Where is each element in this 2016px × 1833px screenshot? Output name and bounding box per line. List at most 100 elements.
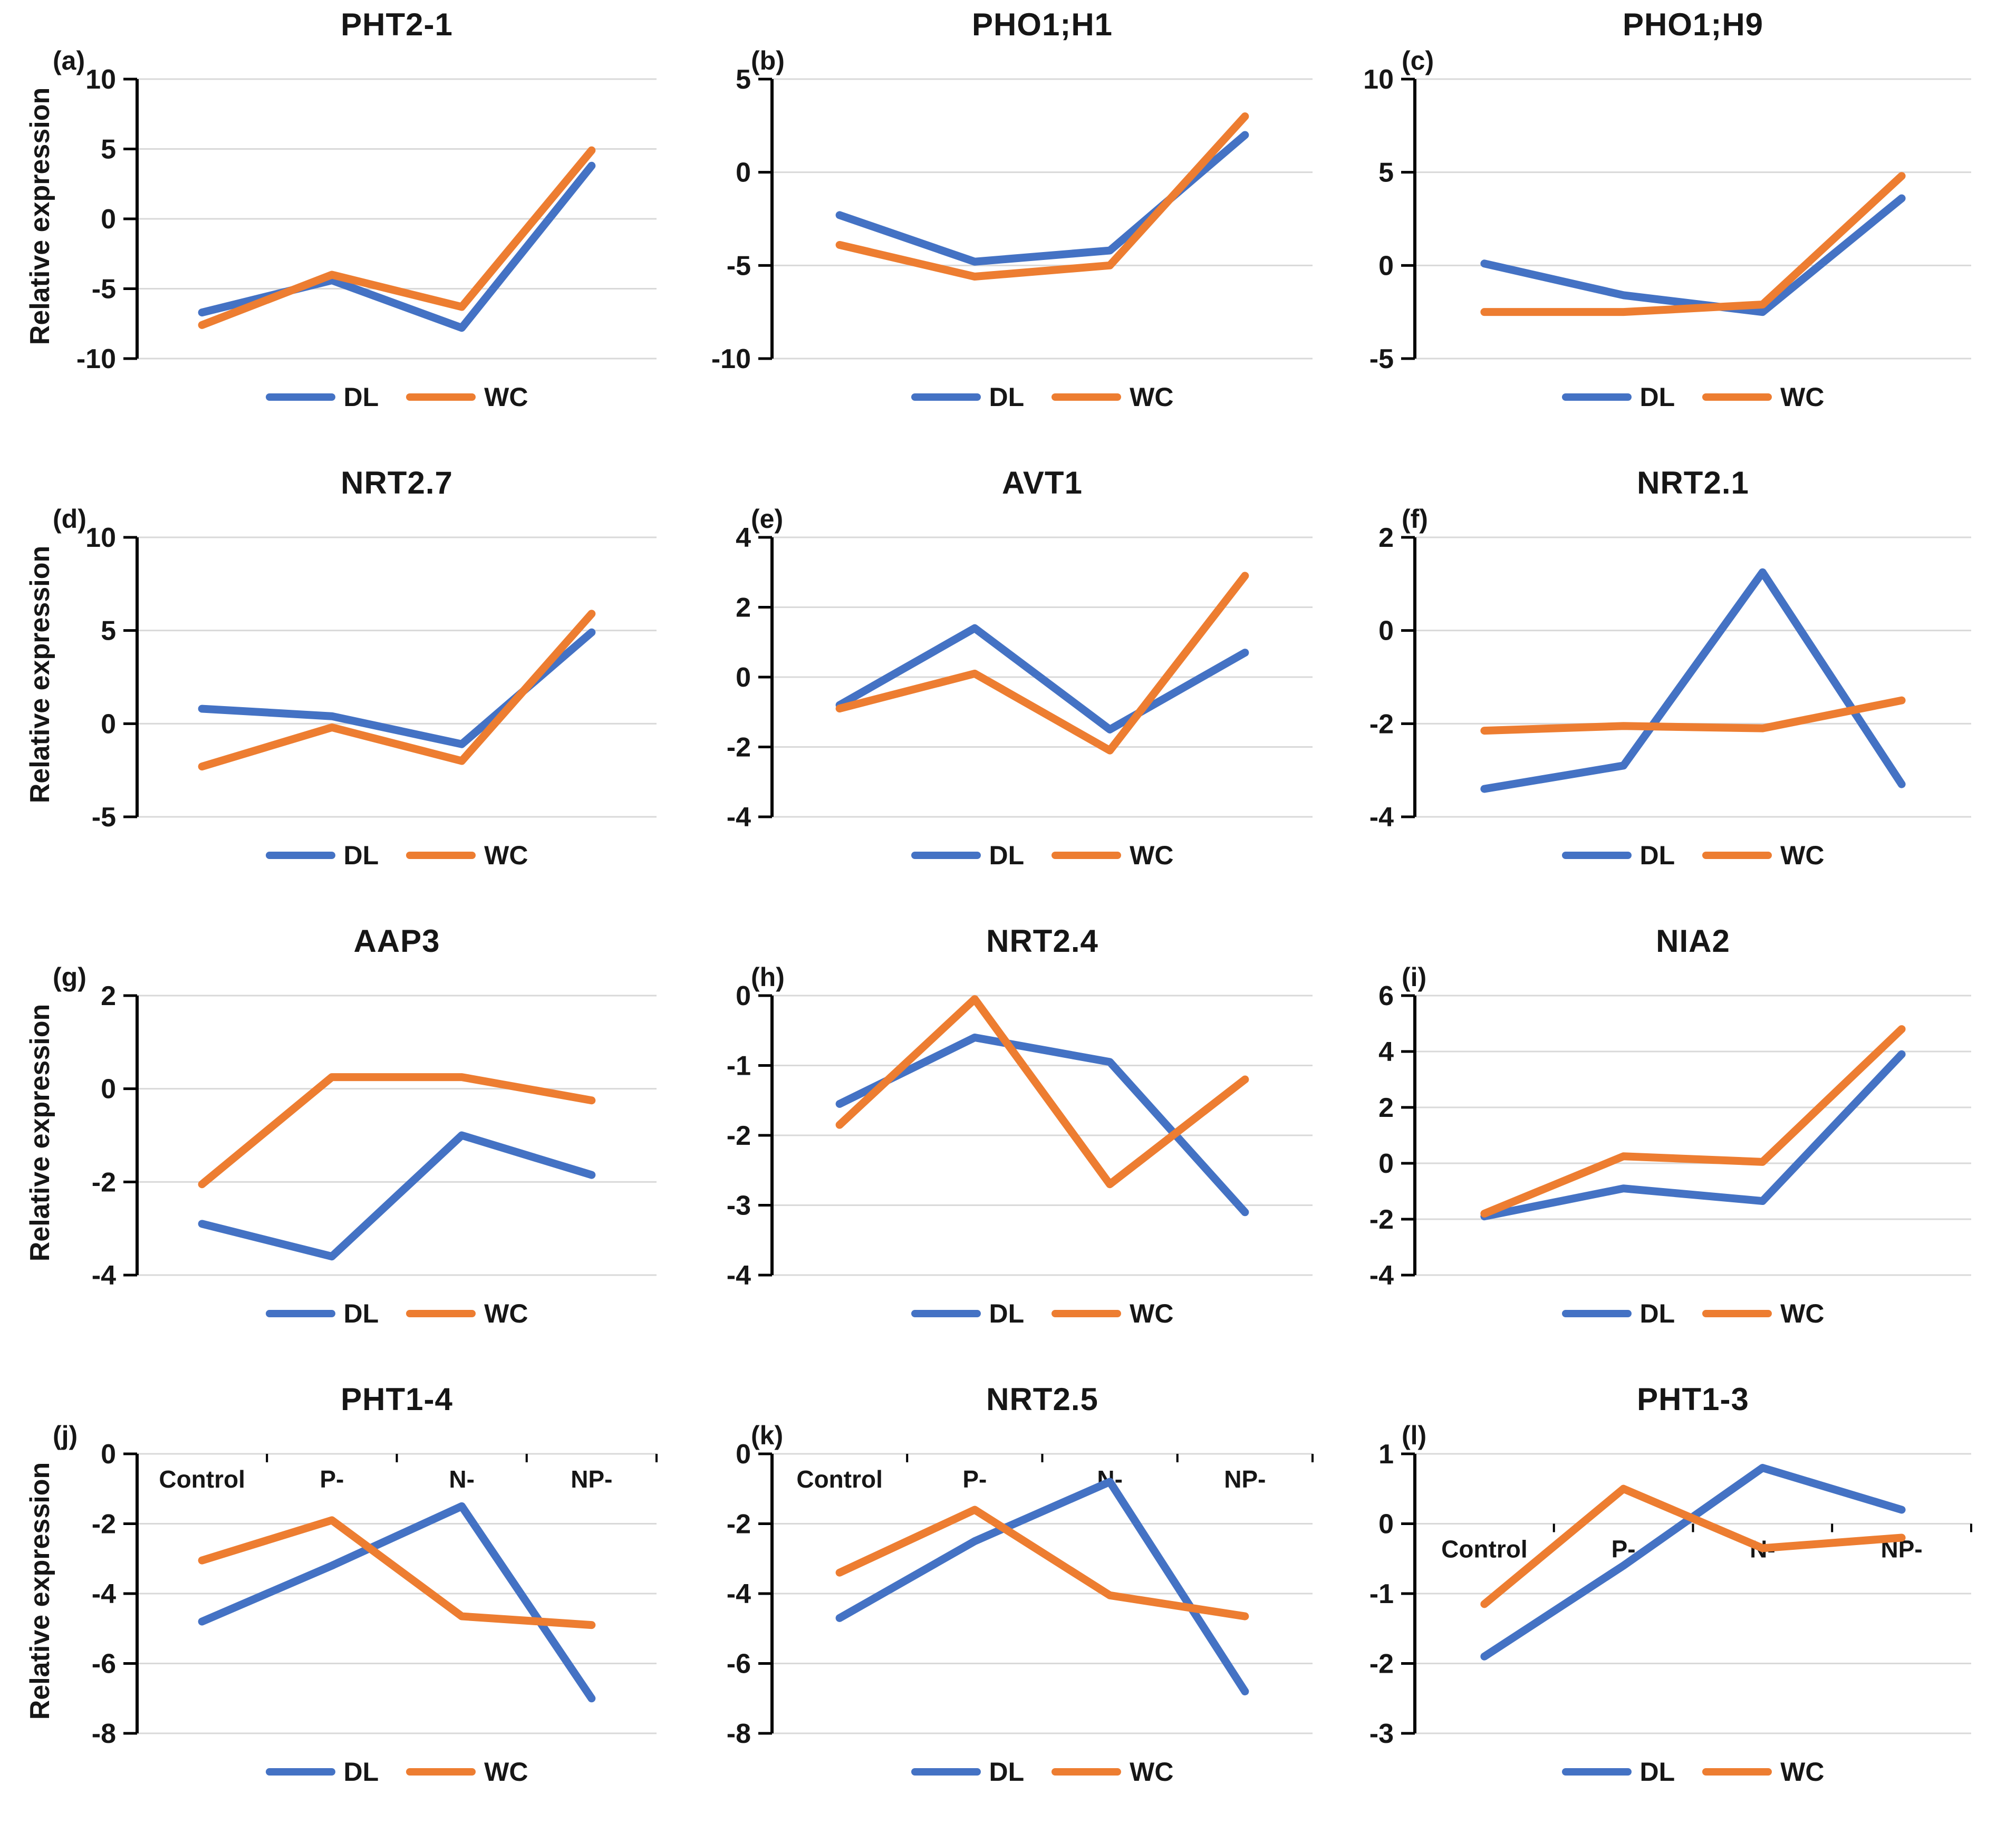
y-tick-label: -2 [727,1509,751,1540]
y-tick-label: 2 [101,981,116,1011]
y-tick-label: -1 [727,1051,751,1082]
chart-title: PHT2-1 [341,7,453,42]
y-tick-label: 10 [85,523,116,553]
y-tick-label: -4 [1369,802,1394,833]
chart-panel-pho1;h9: (c) PHO1;H9 10 5 0 -5 DL WC [1344,0,2015,458]
legend-dash-wc-icon [1702,393,1772,401]
legend-label-wc: WC [484,382,528,412]
panel-letter: (h) [751,962,785,992]
y-tick-label: -2 [727,1121,751,1151]
legend: DL WC [1415,1757,1971,1787]
legend-label-dl: DL [343,1299,379,1328]
panel-letter: (j) [53,1421,78,1450]
series-line-dl [835,624,1249,734]
line-chart: 4 2 0 -2 -4 [727,523,1313,833]
legend-dash-dl-icon [911,1768,981,1776]
chart-title: NIA2 [1656,923,1730,959]
y-tick-label: -5 [727,250,751,281]
legend-label-wc: WC [1130,382,1174,412]
series-line-dl [835,1034,1249,1217]
legend-dash-dl-icon [911,852,981,859]
chart-panel-nrt2.5: (k) NRT2.5 0 -2 -4 -6 -8 Control P- N- NP- DL WC [672,1375,1344,1833]
legend-dash-wc-icon [406,393,476,401]
chart-panel-pht2-1: (a) PHT2-1 10 5 0 -5 -10 DL WC Relative expr… [0,0,672,458]
legend: DL WC [137,1298,657,1329]
series-line-dl [835,1478,1249,1695]
chart-title: AAP3 [353,923,440,959]
legend-dash-dl-icon [265,852,335,859]
y-tick-label: -6 [727,1649,751,1680]
y-tick-label: 0 [736,662,751,693]
legend-label-dl: DL [989,1299,1025,1328]
chart-title: NRT2.7 [341,465,453,500]
line-chart: 10 5 0 -5 [1363,64,1971,374]
legend-label-dl: DL [343,382,379,412]
line-chart: 2 0 -2 -4 [92,981,657,1291]
series-line-wc [198,1073,596,1189]
series-line-dl [198,1502,596,1703]
series-line-dl [198,628,596,748]
series-line-dl [835,131,1249,266]
chart-title: PHT1-3 [1637,1382,1749,1417]
legend: DL WC [137,382,657,412]
y-tick-label: 2 [1378,1093,1394,1123]
series-line-wc [835,995,1249,1189]
panel-letter: (f) [1402,504,1428,534]
y-tick-label: 5 [101,134,116,165]
y-tick-label: -8 [727,1719,751,1749]
legend-label-wc: WC [484,1299,528,1328]
panel-letter: (a) [53,46,85,75]
y-tick-label: -10 [711,344,751,374]
line-chart: 10 5 0 -5 [85,523,657,833]
legend: DL WC [772,1757,1313,1787]
legend-label-dl: DL [1639,1299,1675,1328]
legend-dash-wc-icon [406,1310,476,1317]
y-tick-label: -3 [1369,1719,1394,1749]
x-category-label: P- [962,1465,987,1493]
legend-label-wc: WC [484,841,528,870]
y-tick-label: 0 [101,1439,116,1470]
chart-panel-nrt2.4: (h) NRT2.4 0 -1 -2 -3 -4 DL WC [672,916,1344,1375]
legend-label-dl: DL [343,841,379,870]
y-axis-label: Relative expression [25,545,55,804]
y-tick-label: -2 [1369,1204,1394,1235]
series-line-wc [198,1516,596,1629]
legend: DL WC [1415,840,1971,871]
legend-label-wc: WC [1130,1757,1174,1787]
legend-label-wc: WC [1130,841,1174,870]
y-tick-label: -2 [92,1167,116,1198]
legend-dash-wc-icon [1702,1768,1772,1776]
panel-letter: (i) [1402,962,1427,992]
x-category-label: NP- [1224,1465,1266,1493]
legend-dash-dl-icon [265,393,335,401]
chart-panel-pho1;h1: (b) PHO1;H1 5 0 -5 -10 DL WC [672,0,1344,458]
y-tick-label: 1 [1378,1439,1394,1470]
x-category-label: P- [320,1465,344,1493]
series-line-wc [198,146,596,329]
y-tick-label: -5 [92,274,116,305]
legend-label-dl: DL [989,1757,1025,1787]
y-tick-label: -10 [76,344,116,374]
panel-letter: (g) [53,962,86,992]
y-tick-label: -4 [727,1260,751,1291]
legend-label-wc: WC [1780,841,1825,870]
legend: DL WC [772,840,1313,871]
legend-label-wc: WC [1780,1299,1825,1328]
y-tick-label: -5 [92,802,116,833]
legend-dash-wc-icon [1052,1310,1122,1317]
y-tick-label: -4 [92,1260,116,1291]
y-tick-label: 2 [1378,523,1394,553]
y-tick-label: 0 [101,709,116,739]
y-axis-label: Relative expression [25,1462,55,1720]
y-tick-label: 10 [85,64,116,95]
chart-panel-nrt2.1: (f) NRT2.1 2 0 -2 -4 DL WC [1344,458,2015,916]
series-line-dl [1480,1464,1906,1661]
series-line-dl [198,1131,596,1261]
panel-letter: (d) [53,504,86,534]
legend-dash-dl-icon [1561,1310,1632,1317]
chart-title: AVT1 [1002,465,1083,500]
legend-dash-dl-icon [265,1310,335,1317]
